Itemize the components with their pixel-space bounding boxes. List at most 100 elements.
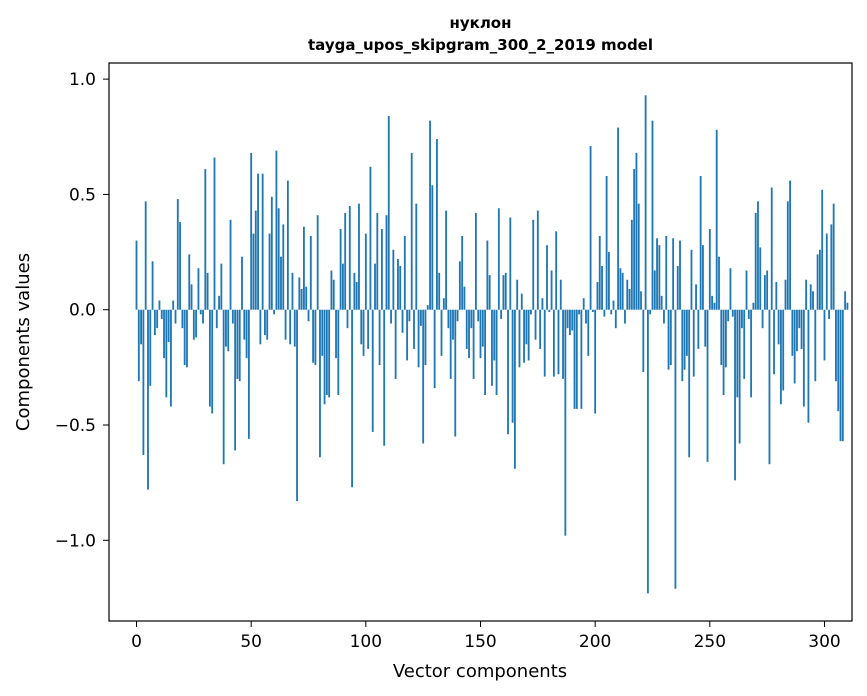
bar xyxy=(614,309,617,329)
bar xyxy=(674,309,677,589)
bar xyxy=(830,224,833,310)
bar xyxy=(472,309,475,379)
bar xyxy=(802,309,805,407)
bar xyxy=(497,208,500,310)
bar xyxy=(669,309,672,366)
y-tick-label: 0.0 xyxy=(69,301,96,321)
bar xyxy=(208,309,211,407)
x-axis: 0 50 100 150 200 250 300 xyxy=(131,621,841,652)
bar xyxy=(481,309,484,347)
bar xyxy=(530,309,532,315)
bar xyxy=(463,286,466,310)
bar xyxy=(722,309,725,396)
bar xyxy=(713,302,716,310)
bar xyxy=(282,224,285,310)
bar xyxy=(491,309,493,386)
bar xyxy=(736,309,739,398)
bar xyxy=(247,309,250,439)
bar xyxy=(245,309,248,359)
bar xyxy=(832,203,835,310)
bar xyxy=(348,205,351,310)
bar xyxy=(754,212,757,310)
bar xyxy=(594,309,597,414)
bar xyxy=(325,309,328,396)
bar xyxy=(438,272,441,310)
bar xyxy=(569,309,571,336)
bar xyxy=(390,309,392,324)
bar xyxy=(513,309,516,469)
bar xyxy=(557,309,560,375)
bar xyxy=(573,309,576,409)
bar xyxy=(828,309,830,319)
bar xyxy=(422,309,425,444)
bar xyxy=(598,235,601,310)
bar xyxy=(192,309,195,340)
x-tick-label: 50 xyxy=(240,632,262,652)
bar xyxy=(685,309,688,356)
bar xyxy=(213,157,216,310)
bar xyxy=(470,309,473,329)
bar xyxy=(458,261,461,310)
bar xyxy=(241,256,243,310)
bar xyxy=(170,309,172,407)
bar xyxy=(199,309,202,315)
bar xyxy=(273,309,276,315)
bar xyxy=(183,309,186,366)
bar xyxy=(447,309,450,329)
bar xyxy=(417,309,420,368)
bar xyxy=(254,210,257,310)
bar xyxy=(527,309,530,361)
bar xyxy=(750,309,753,398)
bar xyxy=(397,258,399,310)
x-tick-label: 0 xyxy=(131,632,142,652)
bar xyxy=(413,309,415,349)
bar xyxy=(167,309,170,342)
bar xyxy=(591,309,594,313)
bar xyxy=(518,309,521,368)
bar xyxy=(160,309,163,319)
bar xyxy=(745,270,748,310)
bar xyxy=(610,309,613,315)
bar xyxy=(323,309,326,405)
bar xyxy=(617,127,620,310)
bar xyxy=(585,309,587,324)
bar xyxy=(429,120,431,310)
bar xyxy=(445,210,448,310)
bar xyxy=(520,293,523,310)
bar xyxy=(752,302,755,310)
bar xyxy=(479,309,482,359)
bar xyxy=(640,291,642,310)
bar xyxy=(211,309,214,414)
bar xyxy=(401,309,404,333)
bar xyxy=(575,309,578,409)
bar xyxy=(186,309,188,368)
bar xyxy=(156,309,159,329)
bar xyxy=(718,256,720,310)
bar xyxy=(715,129,718,310)
y-tick-label: −1.0 xyxy=(55,531,96,551)
bar xyxy=(369,166,372,310)
bar xyxy=(406,309,409,361)
bar xyxy=(218,295,220,310)
bar xyxy=(653,270,656,310)
bar xyxy=(284,309,287,340)
bar xyxy=(539,309,542,349)
bar xyxy=(649,309,652,315)
bar xyxy=(504,272,507,310)
bar xyxy=(261,173,264,310)
bar xyxy=(468,309,470,359)
bar xyxy=(582,298,585,310)
bar xyxy=(454,309,457,437)
bar xyxy=(215,309,218,329)
x-tick-label: 200 xyxy=(579,632,611,652)
bar xyxy=(770,187,773,310)
bar xyxy=(449,309,452,379)
bar xyxy=(135,240,138,310)
bar xyxy=(821,189,824,310)
bar xyxy=(259,309,262,345)
bar xyxy=(346,309,349,329)
bar xyxy=(644,95,647,310)
bar xyxy=(360,309,363,345)
bar xyxy=(633,169,636,310)
